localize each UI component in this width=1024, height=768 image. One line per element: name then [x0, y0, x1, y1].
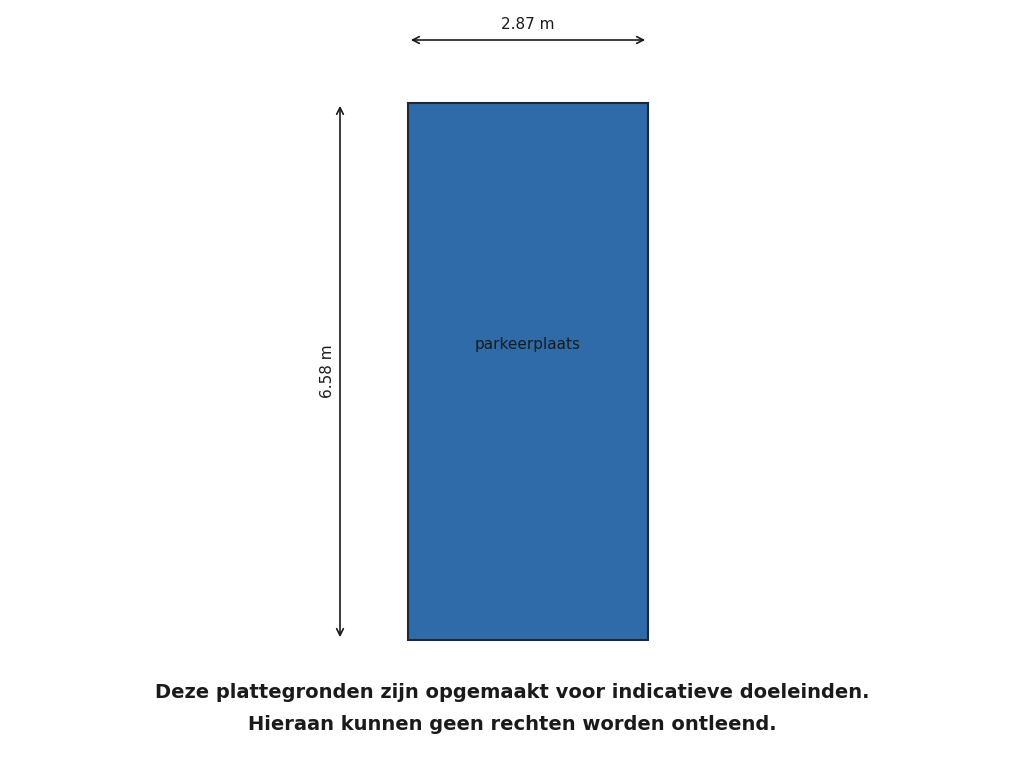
Text: parkeerplaats: parkeerplaats	[475, 337, 581, 353]
Text: Deze plattegronden zijn opgemaakt voor indicatieve doeleinden.: Deze plattegronden zijn opgemaakt voor i…	[155, 684, 869, 703]
Text: 2.87 m: 2.87 m	[502, 17, 555, 32]
Text: Hieraan kunnen geen rechten worden ontleend.: Hieraan kunnen geen rechten worden ontle…	[248, 716, 776, 734]
Text: 6.58 m: 6.58 m	[321, 345, 336, 399]
Bar	[408, 103, 648, 640]
